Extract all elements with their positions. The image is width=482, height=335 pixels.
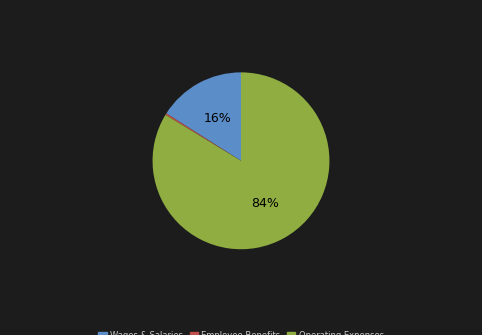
Text: 84%: 84% (251, 197, 279, 210)
Text: 16%: 16% (204, 112, 231, 125)
Wedge shape (165, 114, 241, 161)
Wedge shape (153, 72, 329, 249)
Wedge shape (166, 72, 241, 161)
Legend: Wages & Salaries, Employee Benefits, Operating Expenses: Wages & Salaries, Employee Benefits, Ope… (96, 328, 386, 335)
